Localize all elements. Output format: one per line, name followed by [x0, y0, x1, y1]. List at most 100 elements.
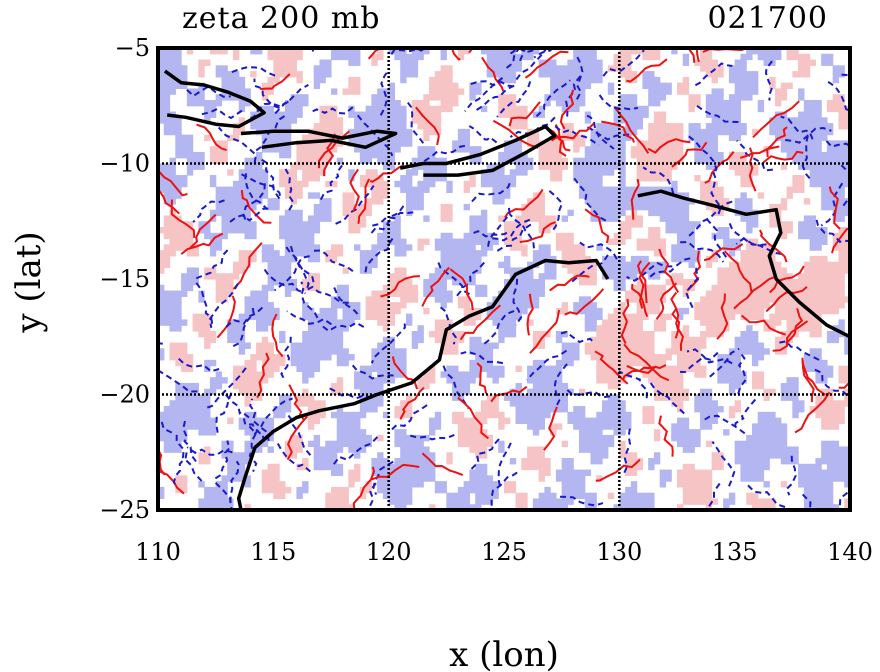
field-cell: [619, 198, 626, 205]
field-cell: [273, 279, 280, 286]
field-cell: [746, 261, 753, 269]
field-cell: [809, 180, 816, 188]
field-cell: [429, 371, 436, 378]
field-cell: [296, 440, 303, 448]
field-cell: [751, 458, 759, 465]
field-cell: [532, 134, 540, 141]
field-cell: [723, 302, 730, 309]
field-cell: [769, 48, 776, 55]
field-cell: [417, 244, 424, 251]
field-cell: [394, 128, 401, 136]
field-cell: [844, 365, 850, 372]
field-cell: [348, 82, 355, 90]
field-cell: [440, 302, 447, 309]
field-cell: [423, 371, 430, 378]
field-cell: [653, 48, 661, 55]
negative-contour: [182, 420, 199, 464]
negative-contour: [842, 196, 850, 207]
field-cell: [590, 48, 597, 55]
field-cell: [411, 157, 419, 165]
field-cell: [475, 157, 482, 165]
field-cell: [238, 319, 246, 326]
field-cell: [584, 429, 592, 436]
field-cell: [302, 221, 309, 228]
field-cell: [602, 354, 609, 361]
field-cell: [711, 88, 718, 95]
field-cell: [377, 134, 384, 141]
field-cell: [331, 336, 338, 344]
field-cell: [354, 111, 361, 118]
field-cell: [411, 192, 419, 199]
field-cell: [625, 498, 632, 505]
field-cell: [209, 382, 217, 390]
field-cell: [619, 128, 626, 136]
field-cell: [561, 99, 569, 107]
field-cell: [325, 203, 332, 211]
field-cell: [261, 354, 269, 361]
field-cell: [567, 82, 574, 90]
field-cell: [377, 123, 384, 130]
field-cell: [590, 319, 597, 326]
field-cell: [659, 261, 667, 269]
field-cell: [815, 169, 822, 176]
field-cell: [186, 365, 194, 372]
field-cell: [423, 169, 430, 176]
field-cell: [377, 296, 384, 303]
field-cell: [769, 417, 776, 424]
field-cell: [544, 394, 551, 401]
field-cell: [452, 348, 459, 355]
field-cell: [751, 463, 759, 471]
field-cell: [607, 411, 615, 419]
field-cell: [728, 307, 736, 315]
field-cell: [751, 76, 759, 84]
field-cell: [769, 123, 776, 130]
field-cell: [198, 452, 205, 459]
field-cell: [625, 134, 632, 141]
field-cell: [382, 88, 390, 95]
field-cell: [232, 209, 240, 217]
field-cell: [284, 105, 292, 113]
field-cell: [244, 394, 251, 401]
field-cell: [596, 203, 603, 211]
field-cell: [832, 198, 840, 205]
field-cell: [175, 313, 182, 321]
field-cell: [429, 279, 436, 286]
field-cell: [538, 498, 545, 505]
positive-contour: [421, 266, 450, 307]
field-cell: [792, 128, 799, 136]
field-cell: [417, 180, 424, 188]
field-cell: [544, 382, 551, 390]
field-cell: [371, 394, 378, 401]
field-cell: [688, 429, 695, 436]
field-cell: [486, 406, 494, 413]
field-cell: [648, 76, 655, 84]
field-cell: [844, 469, 850, 476]
field-cell: [394, 348, 401, 355]
field-cell: [348, 475, 355, 482]
field-cell: [838, 261, 845, 269]
field-cell: [809, 365, 816, 372]
field-cell: [607, 157, 615, 165]
field-cell: [498, 307, 505, 315]
field-cell: [331, 180, 338, 188]
field-cell: [723, 365, 730, 372]
field-cell: [527, 279, 534, 286]
field-cell: [388, 319, 396, 326]
field-cell: [256, 354, 263, 361]
field-cell: [590, 53, 597, 61]
field-cell: [238, 371, 246, 378]
field-cell: [244, 382, 251, 390]
field-cell: [671, 342, 678, 349]
field-cell: [596, 140, 603, 147]
field-cell: [221, 232, 228, 240]
field-cell: [590, 273, 597, 280]
field-cell: [302, 284, 309, 292]
field-cell: [509, 117, 517, 124]
field-cell: [273, 267, 280, 274]
field-cell: [740, 250, 747, 257]
field-cell: [279, 330, 286, 338]
field-cell: [382, 325, 390, 332]
field-cell: [734, 76, 742, 84]
field-cell: [838, 146, 845, 153]
field-cell: [261, 469, 269, 476]
